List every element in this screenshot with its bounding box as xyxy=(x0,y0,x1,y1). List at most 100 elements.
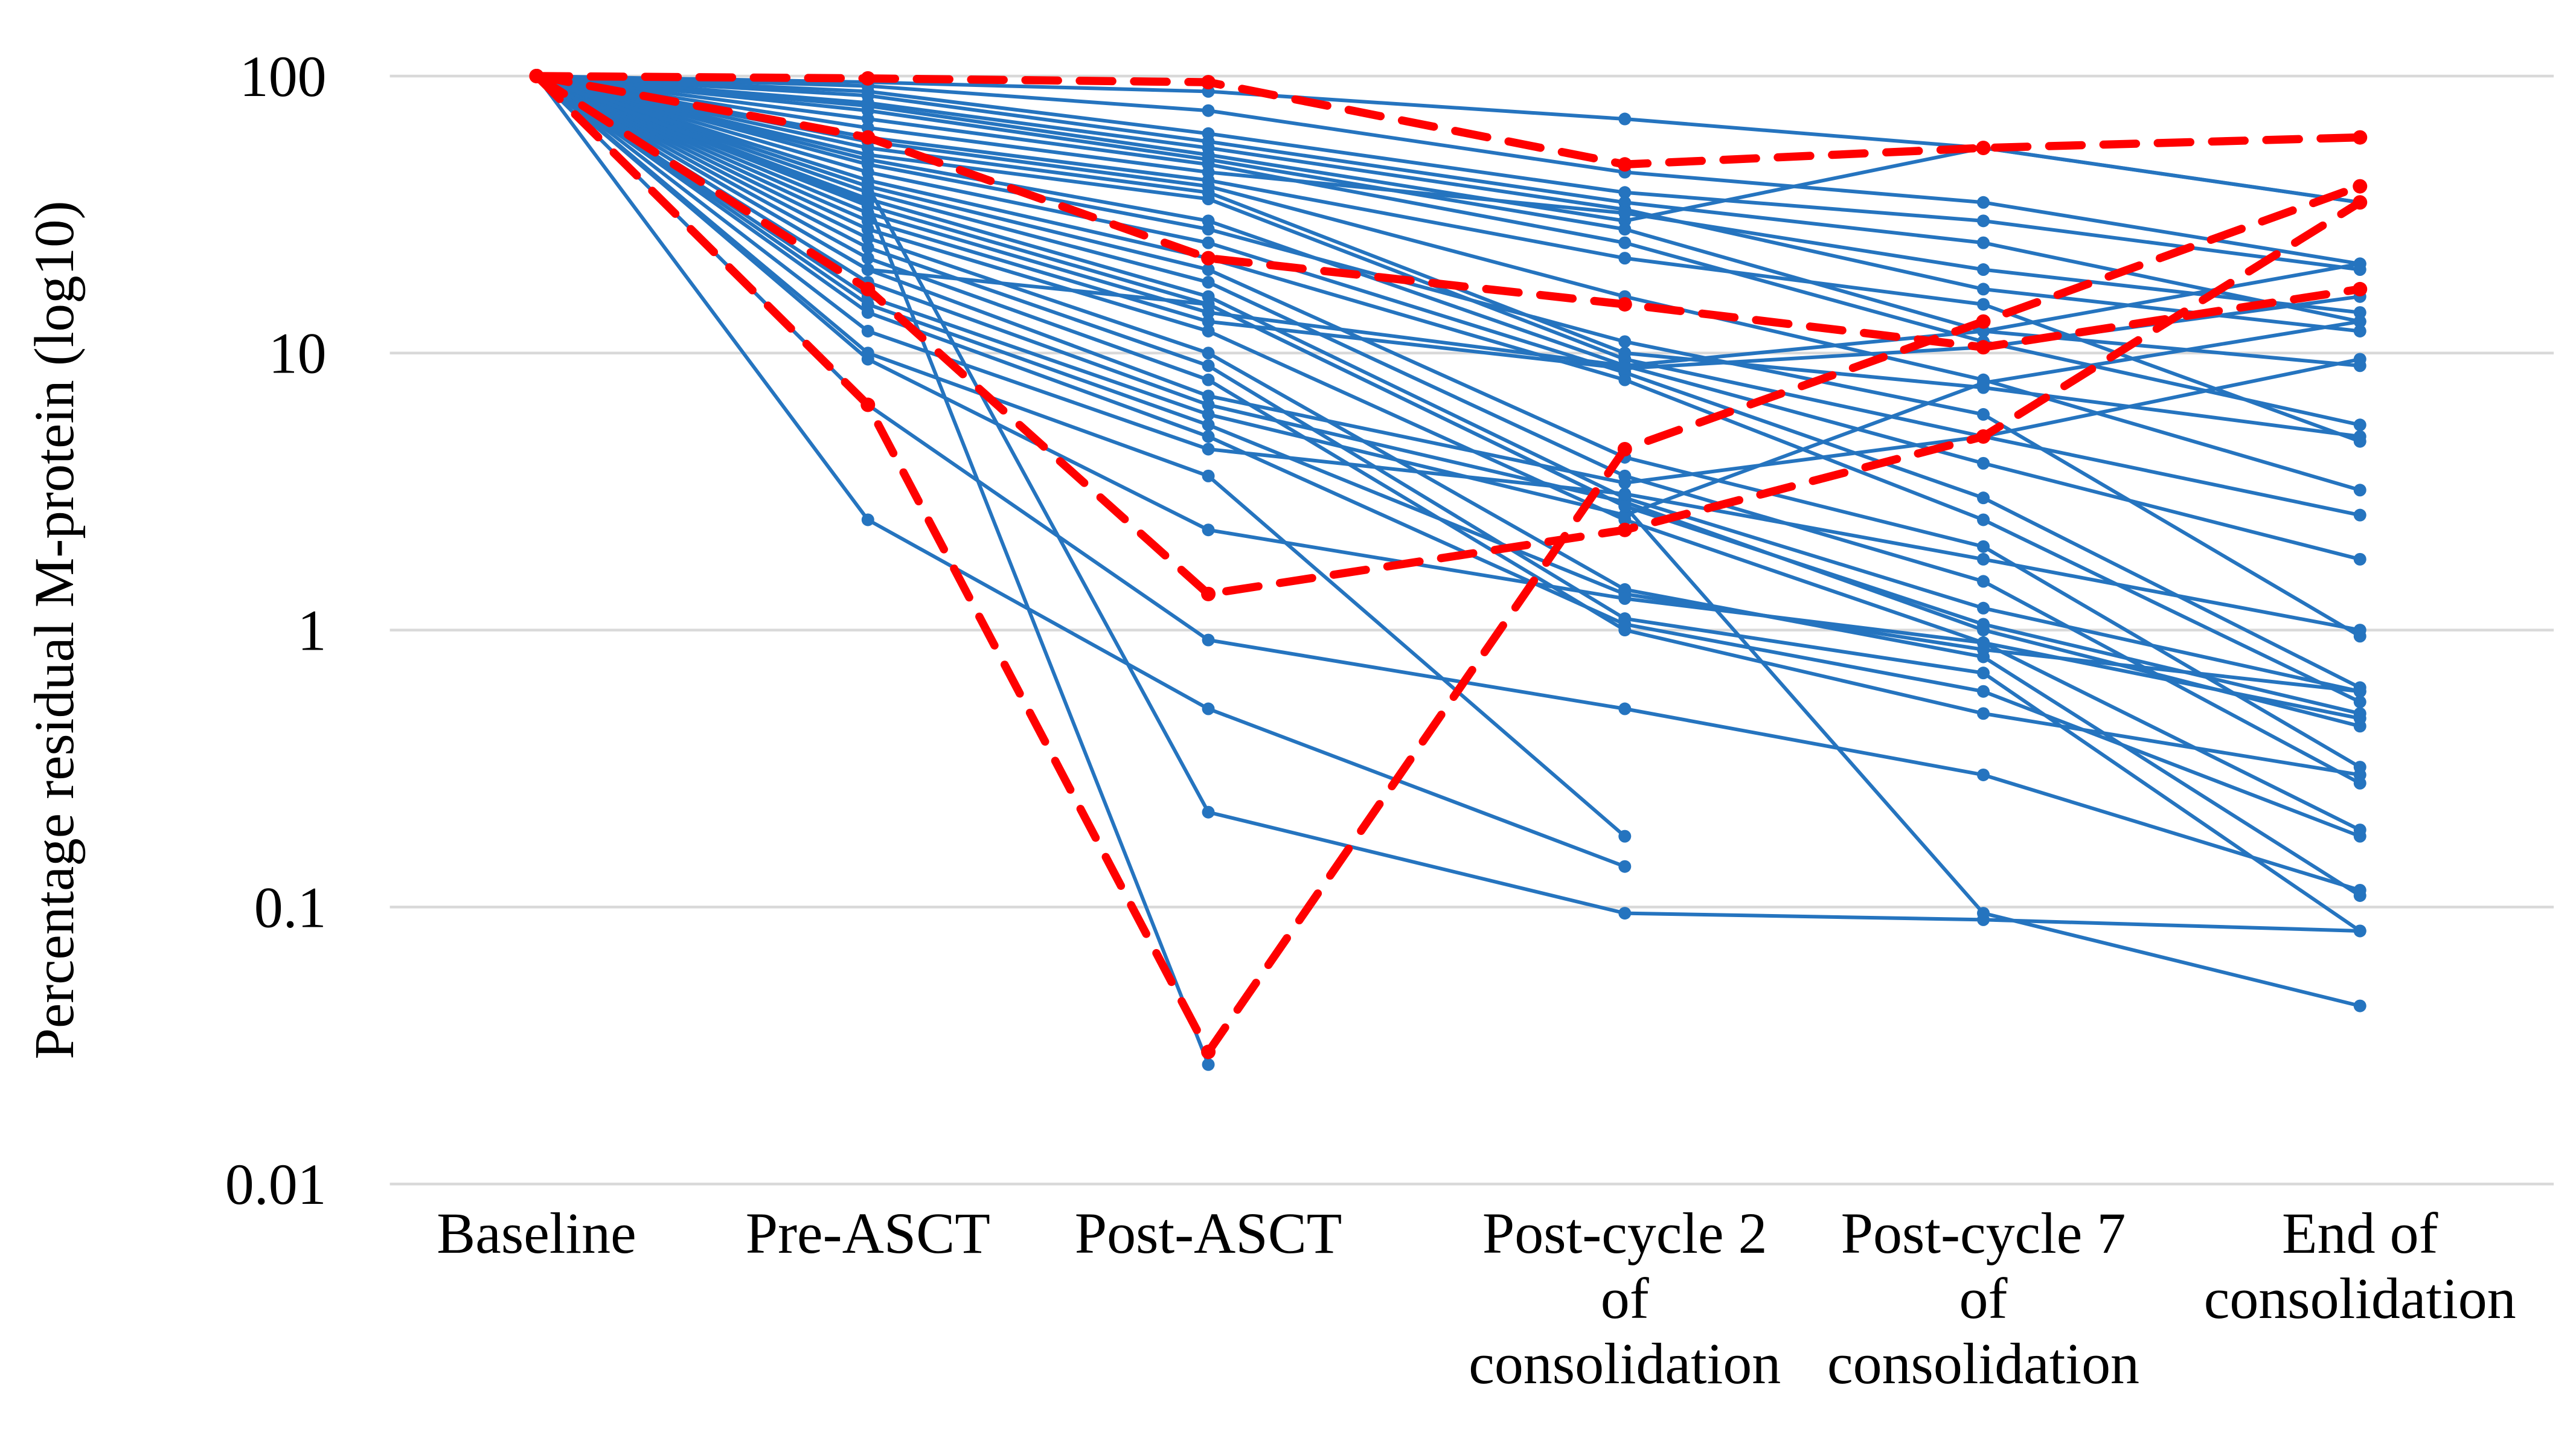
data-point xyxy=(1202,398,1215,412)
data-point xyxy=(2353,130,2368,145)
series-line xyxy=(534,74,2362,777)
data-point xyxy=(1202,430,1215,443)
data-point xyxy=(860,281,876,296)
data-point xyxy=(860,71,876,86)
data-point xyxy=(861,196,874,209)
data-point xyxy=(861,231,874,245)
data-point xyxy=(1201,586,1216,601)
data-point xyxy=(861,263,874,277)
data-point xyxy=(1618,592,1632,605)
data-point xyxy=(1202,298,1215,311)
data-point xyxy=(1977,283,1990,296)
series-line xyxy=(534,74,2362,561)
x-tick-label: Post-cycle 7 of consolidation xyxy=(1827,1201,2139,1396)
data-point xyxy=(1618,373,1632,386)
data-point xyxy=(2353,195,2368,210)
data-point xyxy=(1202,389,1215,403)
data-point xyxy=(1618,907,1632,920)
data-point xyxy=(2353,306,2366,319)
series-line xyxy=(534,74,2362,427)
data-point xyxy=(2353,685,2366,698)
data-point xyxy=(1202,236,1215,249)
x-tick-label: End of consolidation xyxy=(2204,1201,2516,1331)
data-point xyxy=(2353,257,2366,270)
data-point xyxy=(2353,315,2366,328)
data-point xyxy=(1618,223,1632,236)
data-point xyxy=(1976,314,1991,329)
data-point xyxy=(1618,618,1632,631)
data-point xyxy=(2353,281,2368,296)
data-point xyxy=(1617,522,1632,537)
data-point xyxy=(1202,523,1215,537)
series-line xyxy=(534,74,2362,704)
y-tick-label: 100 xyxy=(240,44,327,109)
data-point xyxy=(861,180,874,193)
data-point xyxy=(1201,1044,1216,1060)
data-point xyxy=(1977,196,1990,209)
data-point xyxy=(2353,552,2366,566)
data-point xyxy=(1977,491,1990,505)
data-point xyxy=(1202,805,1215,819)
data-point xyxy=(1977,707,1990,720)
data-point xyxy=(1618,335,1632,348)
y-tick-label: 1 xyxy=(298,598,327,663)
data-point xyxy=(2353,999,2366,1012)
data-point xyxy=(1977,376,1990,389)
data-point xyxy=(1977,456,1990,470)
data-point xyxy=(2353,696,2366,709)
data-point xyxy=(1202,104,1215,117)
series-line xyxy=(534,74,2362,728)
x-tick-label: Pre-ASCT xyxy=(746,1201,990,1265)
data-point xyxy=(1977,907,1990,920)
data-point xyxy=(1977,263,1990,277)
data-point xyxy=(1618,499,1632,513)
data-point xyxy=(860,397,876,412)
data-point xyxy=(1202,1058,1215,1071)
data-point xyxy=(1977,601,1990,615)
data-point xyxy=(1618,860,1632,873)
data-point xyxy=(861,353,874,366)
data-point xyxy=(2353,430,2366,443)
data-point xyxy=(1977,685,1990,698)
series-line xyxy=(534,74,2362,689)
data-point xyxy=(861,306,874,319)
data-point xyxy=(529,68,544,83)
series-line xyxy=(534,74,2362,272)
data-point xyxy=(2353,830,2366,843)
data-point xyxy=(1618,112,1632,126)
series-line xyxy=(532,72,2365,169)
data-point xyxy=(861,223,874,236)
data-point xyxy=(1976,429,1991,444)
series-line xyxy=(534,74,2362,632)
series-line xyxy=(534,74,2362,333)
data-point xyxy=(1202,373,1215,386)
series-line xyxy=(534,74,2362,266)
series-line xyxy=(534,74,2362,517)
data-point xyxy=(1202,347,1215,360)
y-axis-title: Percentage residual M-protein (log10) xyxy=(24,200,86,1059)
y-tick-label: 0.01 xyxy=(225,1152,327,1217)
data-point xyxy=(861,324,874,337)
data-point xyxy=(1618,362,1632,375)
data-point xyxy=(861,241,874,254)
data-point xyxy=(2353,418,2366,432)
data-point xyxy=(1618,206,1632,220)
data-point xyxy=(2353,179,2368,194)
data-point xyxy=(1201,75,1216,90)
series-line xyxy=(534,74,2362,223)
data-point xyxy=(1618,252,1632,265)
data-point xyxy=(1617,157,1632,172)
data-point xyxy=(2353,712,2366,725)
x-tick-label: Post-ASCT xyxy=(1075,1201,1342,1265)
series-line xyxy=(534,74,2362,694)
data-point xyxy=(1617,297,1632,312)
data-point xyxy=(1618,236,1632,249)
series-line xyxy=(534,74,1627,869)
data-point xyxy=(1202,193,1215,206)
data-point xyxy=(1202,223,1215,236)
data-point xyxy=(1977,513,1990,526)
data-point xyxy=(1202,359,1215,373)
data-point xyxy=(1976,141,1991,155)
data-point xyxy=(2353,768,2366,781)
